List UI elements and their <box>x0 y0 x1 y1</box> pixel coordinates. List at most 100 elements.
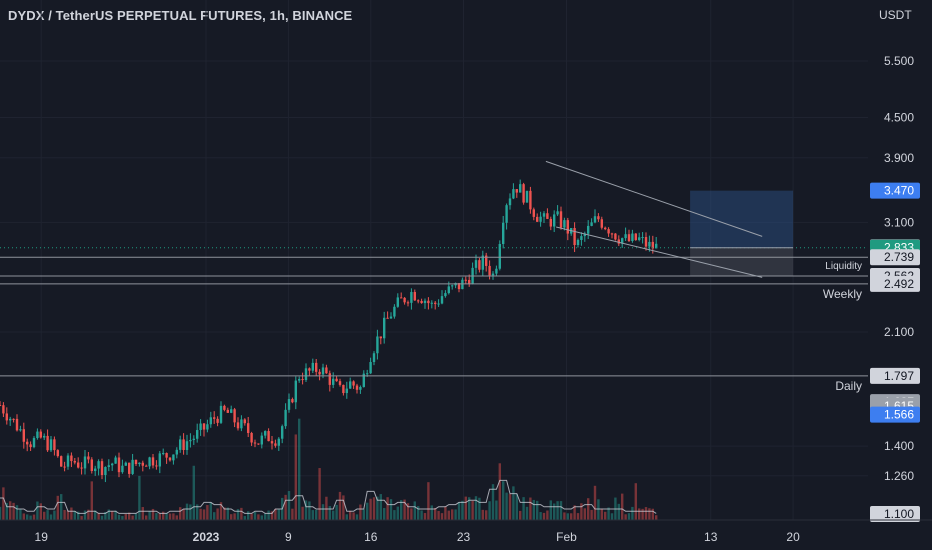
candle <box>162 453 165 455</box>
volume-bar <box>291 508 294 520</box>
candle <box>468 279 471 284</box>
candle <box>315 362 318 372</box>
candle <box>43 435 46 438</box>
volume-bar <box>90 481 93 520</box>
candle <box>573 228 576 246</box>
volume-bar <box>366 502 369 520</box>
x-tick-label: 13 <box>704 530 718 544</box>
volume-bar <box>461 500 464 520</box>
volume-bar <box>243 516 246 520</box>
volume-bar <box>512 486 515 520</box>
y-tick-label: 4.500 <box>884 110 914 124</box>
candle <box>624 234 627 239</box>
candle <box>36 431 39 439</box>
candle <box>19 429 22 431</box>
candle <box>121 465 124 473</box>
candle <box>243 419 246 424</box>
volume-bar <box>223 507 226 520</box>
price-tag <box>870 182 920 199</box>
candle <box>15 418 19 431</box>
candle <box>522 184 525 203</box>
volume-bar <box>15 505 19 520</box>
volume-bar <box>447 510 450 520</box>
channel-lower-line <box>556 226 763 278</box>
volume-bar <box>559 501 563 520</box>
candle <box>536 216 539 222</box>
candle <box>505 205 508 223</box>
volume-bar <box>420 510 423 520</box>
candle <box>281 426 284 439</box>
volume-bar <box>389 499 393 520</box>
volume-bar <box>247 511 250 520</box>
volume-bar <box>298 418 301 520</box>
candle <box>233 409 236 423</box>
volume-bar <box>179 507 182 520</box>
candle <box>648 241 651 247</box>
candle <box>447 286 450 294</box>
level-label: Liquidity <box>825 261 862 272</box>
volume-bar <box>321 504 325 520</box>
candle <box>362 373 365 387</box>
price-tag-label: 1.100 <box>884 507 914 521</box>
volume-bar <box>230 514 233 520</box>
candle <box>83 456 87 469</box>
volume-bar <box>427 482 430 520</box>
level-label: Daily <box>835 379 862 393</box>
volume-bar <box>148 511 151 520</box>
volume-bar <box>498 463 501 520</box>
volume-bar <box>451 509 454 520</box>
candle <box>491 273 495 276</box>
volume-bar <box>410 508 413 520</box>
volume-bar <box>587 498 590 520</box>
candle <box>80 467 83 469</box>
volume-bar <box>284 494 287 520</box>
volume-bar <box>556 501 559 520</box>
volume-bar <box>590 509 593 520</box>
candle <box>512 189 515 199</box>
candle <box>9 418 12 421</box>
volume-bar <box>253 511 257 520</box>
volume-bar <box>151 508 155 520</box>
candle <box>325 367 328 374</box>
candle <box>597 216 600 220</box>
candle <box>206 424 209 430</box>
candle <box>158 453 161 467</box>
volume-bar <box>209 502 212 520</box>
volume-bar <box>648 508 651 520</box>
volume-bar <box>332 510 335 520</box>
volume-bar <box>2 487 5 520</box>
volume-bar <box>260 515 263 520</box>
candle <box>369 362 372 374</box>
volume-bar <box>97 512 100 520</box>
volume-bar <box>488 501 491 520</box>
volume-bar <box>114 510 117 520</box>
y-tick-label: 1.260 <box>884 469 914 483</box>
candle <box>553 214 556 227</box>
volume-bar <box>464 496 467 520</box>
candle <box>189 439 192 442</box>
candle <box>461 279 464 290</box>
volume-bar <box>155 513 158 520</box>
volume-bar <box>128 512 131 520</box>
volume-bar <box>32 514 36 520</box>
volume-bar <box>19 509 22 520</box>
volume-bar <box>9 501 12 520</box>
volume-bar <box>138 475 141 520</box>
candle <box>94 468 97 472</box>
candle <box>488 265 491 276</box>
candle <box>274 443 277 446</box>
candle <box>141 462 144 466</box>
volume-bar <box>236 509 240 520</box>
candle <box>219 405 223 423</box>
candle <box>117 457 121 473</box>
volume-bar <box>607 507 610 520</box>
candle <box>77 462 80 468</box>
volume-bar <box>185 503 189 520</box>
volume-bar <box>216 508 219 520</box>
candle <box>73 461 76 463</box>
volume-bar <box>338 491 342 520</box>
volume-bar <box>5 503 8 520</box>
volume-bar <box>481 509 484 520</box>
currency-label: USDT <box>879 8 912 22</box>
